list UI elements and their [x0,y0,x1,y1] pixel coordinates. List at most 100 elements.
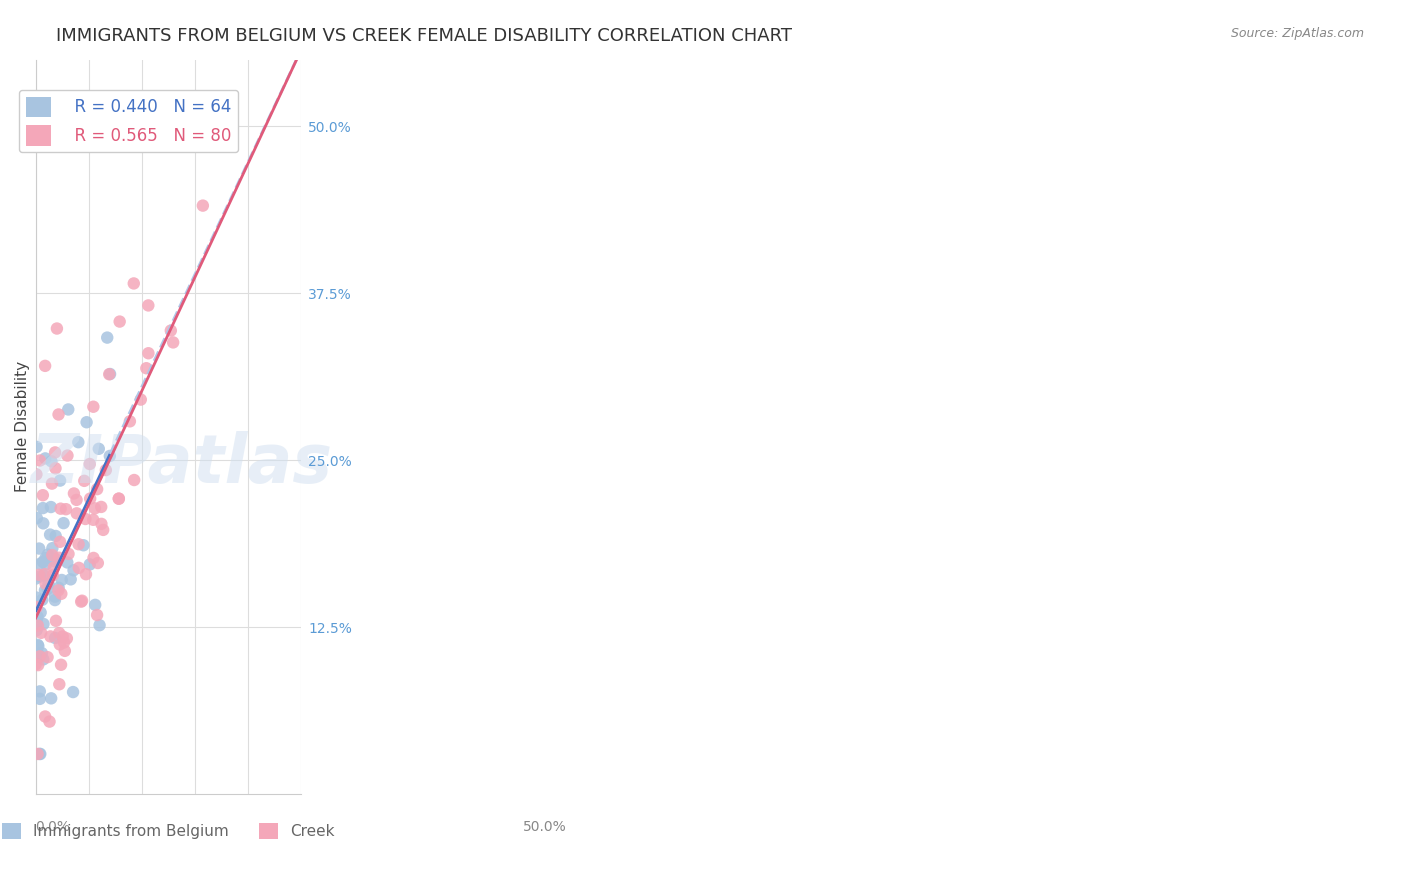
Point [75,512,97,526]
Point [79,558,101,572]
Point [28,567,51,582]
Point [122,277,145,291]
Point [56,632,79,646]
Point [56,449,79,463]
Point [37,582,59,596]
Point [138,346,160,360]
Point [59,572,82,586]
Point [98,449,121,463]
Point [28,648,51,662]
Point [48,583,70,598]
Point [48,581,70,595]
Point [45,529,67,543]
Point [30,606,52,620]
Point [27,609,49,624]
Point [34,583,56,598]
Point [34,576,56,591]
Point [32,652,55,666]
Point [34,709,56,723]
Point [70,594,93,608]
Point [24,657,46,672]
Point [53,644,76,658]
Point [79,491,101,506]
Point [31,646,53,660]
Point [66,506,89,520]
Point [25,600,48,615]
Point [25,591,48,605]
Point [39,527,62,541]
Point [65,492,87,507]
Point [27,747,49,761]
Point [38,714,60,729]
Point [25,511,48,525]
Point [83,501,105,516]
Text: Source: ZipAtlas.com: Source: ZipAtlas.com [1230,27,1364,40]
Point [48,626,70,640]
Point [44,445,66,459]
Point [135,361,157,376]
Point [82,400,104,414]
Point [32,555,55,569]
Point [62,563,84,577]
Point [72,538,94,552]
Point [34,451,56,466]
Point [28,453,51,467]
Point [56,556,79,570]
Point [37,577,59,591]
Point [108,491,131,506]
Point [76,415,98,429]
Point [107,491,129,506]
Point [52,630,75,644]
Point [49,657,72,672]
Point [25,467,48,482]
Point [28,649,51,664]
Point [108,314,131,328]
Point [34,551,56,566]
Point [32,568,55,582]
Point [31,592,53,607]
Point [55,502,77,516]
Point [82,513,104,527]
Point [191,199,214,213]
Point [67,435,90,450]
Point [96,330,118,344]
Point [34,567,56,582]
Point [39,500,62,514]
Point [159,324,181,338]
Point [41,541,63,556]
Point [44,554,66,568]
Point [25,615,48,630]
Point [28,649,51,664]
Point [48,408,70,422]
Point [44,461,66,475]
Text: ZIPatlas: ZIPatlas [31,431,333,497]
Text: IMMIGRANTS FROM BELGIUM VS CREEK FEMALE DISABILITY CORRELATION CHART: IMMIGRANTS FROM BELGIUM VS CREEK FEMALE … [56,27,792,45]
Point [70,593,93,607]
Point [34,359,56,373]
Point [31,488,53,502]
Point [84,598,107,612]
Point [25,440,48,454]
Point [83,550,105,565]
Point [44,590,66,604]
Point [79,457,101,471]
Point [25,572,48,586]
Point [51,573,73,587]
Point [87,556,110,570]
Point [90,516,112,531]
Point [73,474,96,488]
Point [118,414,141,428]
Point [42,568,65,582]
Point [51,587,73,601]
Point [49,534,72,549]
Point [42,560,65,574]
Point [94,463,117,477]
Point [30,747,52,761]
Point [45,614,67,628]
Point [37,650,59,665]
Point [32,516,55,531]
Point [28,691,51,706]
Point [53,635,76,649]
Point [129,392,152,407]
Point [39,629,62,643]
